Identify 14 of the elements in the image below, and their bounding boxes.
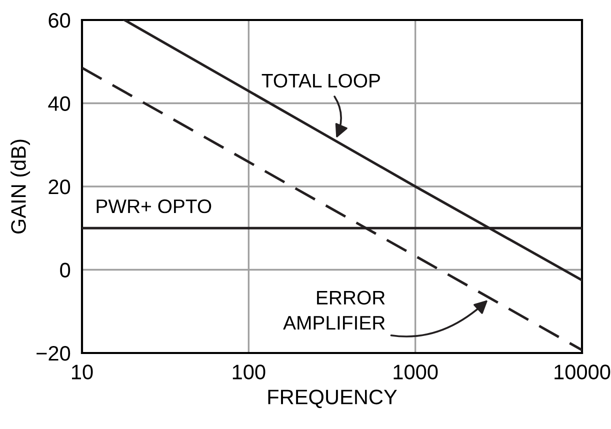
x-tick-label: 10 bbox=[72, 364, 93, 380]
annotation: PWR+ OPTO bbox=[96, 199, 212, 214]
y-tick-label: −20 bbox=[36, 346, 70, 361]
annotation: TOTAL LOOP bbox=[262, 74, 380, 88]
x-tick-label: 1000 bbox=[394, 364, 438, 380]
y-tick-label: 20 bbox=[48, 180, 70, 194]
y-tick-label: 60 bbox=[48, 13, 70, 28]
y-axis-title: GAIN (dB) bbox=[10, 140, 30, 234]
y-tick-label: 0 bbox=[60, 262, 70, 278]
y-tick-label: 40 bbox=[48, 96, 70, 112]
annotation: ERROR AMPLIFIER bbox=[283, 290, 385, 330]
x-axis-title: FREQUENCY bbox=[268, 390, 397, 408]
x-tick-label: 10000 bbox=[554, 364, 610, 380]
x-tick-label: 100 bbox=[232, 364, 266, 380]
